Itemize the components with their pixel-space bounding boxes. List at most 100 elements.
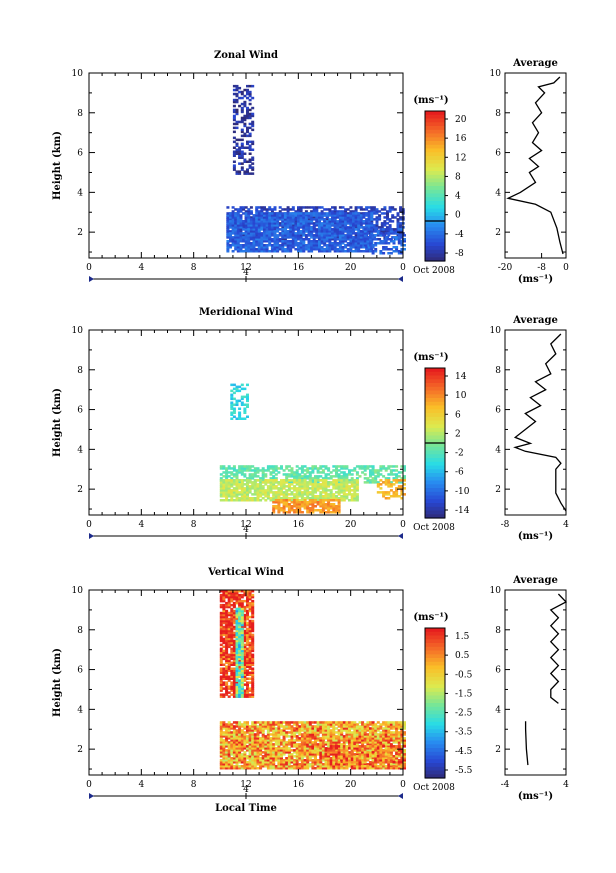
panel1-heatmap-cell: [291, 220, 295, 223]
panel3-heatmap-cell: [238, 729, 242, 732]
panel3-heatmap-cell: [248, 693, 252, 696]
panel2-heatmap-cell: [379, 487, 383, 490]
panel1-heatmap-cell: [338, 206, 342, 209]
panel2-heatmap-cell: [332, 483, 336, 486]
panel2-heatmap-cell: [337, 503, 341, 506]
panel3-heatmap-cell: [269, 747, 273, 750]
panel2-heatmap-cell: [261, 469, 265, 472]
panel3-heatmap-cell: [280, 723, 283, 726]
panel3-heatmap-cell: [248, 753, 252, 756]
panel3-heatmap-cell: [300, 743, 304, 746]
panel2-heatmap-cell: [243, 403, 247, 406]
panel3-heatmap-cell: [303, 767, 307, 770]
panel2-heatmap-cell: [345, 489, 349, 492]
panel3-heatmap-cell: [251, 733, 255, 736]
panel2-heatmap-cell: [225, 481, 229, 484]
panel3-heatmap-cell: [248, 621, 252, 625]
panel2-heatmap-cell: [389, 471, 393, 474]
panel3-heatmap-cell: [227, 655, 231, 659]
panel1-heatmap-cell: [270, 214, 274, 217]
panel3-heatmap-cell: [300, 757, 304, 760]
panel2-heatmap-cell: [240, 479, 244, 482]
panel3-heatmap-cell: [232, 589, 236, 593]
panel3-heatmap-cell: [235, 661, 239, 664]
panel2-heatmap-cell: [382, 493, 386, 496]
panel2-heatmap-cell: [319, 483, 323, 486]
panel3-heatmap-cell: [222, 673, 226, 676]
panel3-heatmap-cell: [227, 725, 231, 728]
panel2-heatmap-cell: [222, 479, 226, 482]
panel1-heatmap-cell: [242, 208, 246, 211]
panel2-heatmap-cell: [300, 493, 304, 496]
panel1-heatmap-cell: [357, 244, 361, 247]
panel2-heatmap-cell: [314, 477, 317, 480]
panel2-heatmap-cell: [230, 403, 234, 406]
panel2-heatmap-cell: [327, 473, 331, 476]
panel3-heatmap-cell: [306, 735, 310, 738]
panel1-heatmap-cell: [389, 230, 393, 233]
panel2-heatmap-cell: [246, 469, 249, 472]
panel3-heatmap-cell: [298, 731, 302, 734]
panel3-heatmap-cell: [295, 759, 299, 762]
panel3-heatmap-cell: [246, 755, 249, 758]
panel1-heatmap-cell: [346, 244, 350, 247]
panel1-heatmap-cell: [248, 146, 252, 149]
panel1-colorbar-segment: [425, 118, 445, 123]
panel1-heatmap-cell: [248, 144, 252, 147]
panel2-heatmap-cell: [311, 497, 315, 500]
panel2-heatmap-cell: [306, 491, 310, 494]
panel3-heatmap-cell: [227, 731, 231, 734]
panel1-heatmap-cell: [248, 152, 252, 155]
panel2-heatmap-cell: [355, 493, 359, 496]
panel1-heatmap-cell: [234, 236, 238, 239]
panel2-heatmap-cell: [384, 491, 388, 494]
panel3-heatmap-cell: [230, 635, 234, 639]
panel2-heatmap-cell: [332, 487, 336, 490]
panel1-heatmap-cell: [357, 222, 361, 225]
panel2-heatmap-cell: [329, 493, 333, 496]
panel1-heatmap-cell: [341, 224, 345, 227]
panel3-heatmap-cell: [311, 767, 315, 770]
panel3-heatmap-cell: [219, 759, 223, 762]
panel1-heatmap-cell: [302, 228, 306, 231]
panel3-heatmap-cell: [274, 721, 278, 724]
panel3-heatmap-cell: [225, 749, 229, 752]
panel2-heatmap-cell: [266, 467, 270, 470]
panel1-heatmap-cell: [386, 222, 389, 225]
panel3-heatmap-cell: [298, 737, 302, 740]
panel1-heatmap-cell: [336, 216, 340, 219]
panel3-heatmap-cell: [314, 721, 317, 724]
panel3-heatmap-cell: [314, 739, 317, 742]
panel3-heatmap-cell: [246, 737, 249, 740]
panel3-heatmap-cell: [225, 619, 229, 623]
panel2-heatmap-cell: [306, 469, 310, 472]
panel1-heatmap-cell: [304, 246, 308, 249]
panel2-heatmap-cell: [227, 499, 231, 502]
panel1-heatmap-cell: [244, 248, 248, 251]
panel2-colorbar-segment: [425, 371, 445, 377]
panel3-heatmap-cell: [227, 733, 231, 736]
panel1-heatmap-cell: [278, 206, 282, 209]
panel1-heatmap-cell: [286, 224, 290, 227]
panel2-heatmap-cell: [387, 485, 391, 488]
panel1-heatmap-cell: [333, 226, 337, 229]
panel3-heatmap-cell: [230, 607, 234, 611]
panel1-heatmap-cell: [391, 220, 395, 223]
panel3-heatmap-cell: [227, 625, 231, 629]
panel1-heatmap-cell: [331, 228, 334, 231]
panel1-heatmap-cell: [331, 242, 334, 245]
panel3-heatmap-cell: [264, 741, 268, 744]
panel2-heatmap-cell: [321, 489, 325, 492]
panel2-heatmap-cell: [227, 471, 231, 474]
panel2-heatmap-cell: [353, 489, 357, 492]
panel3-heatmap-cell: [298, 755, 302, 758]
panel2-heatmap-cell: [243, 465, 247, 468]
panel1-heatmap-cell: [257, 250, 261, 253]
panel3-heatmap-cell: [219, 593, 223, 597]
panel2-colorbar-segment: [425, 450, 445, 455]
panel1-heatmap-cell: [240, 142, 244, 146]
panel3-heatmap-cell: [243, 759, 247, 762]
panel1-heatmap-cell: [260, 222, 264, 225]
panel3-heatmap-cell: [240, 671, 244, 674]
panel1-heatmap-cell: [265, 220, 269, 223]
